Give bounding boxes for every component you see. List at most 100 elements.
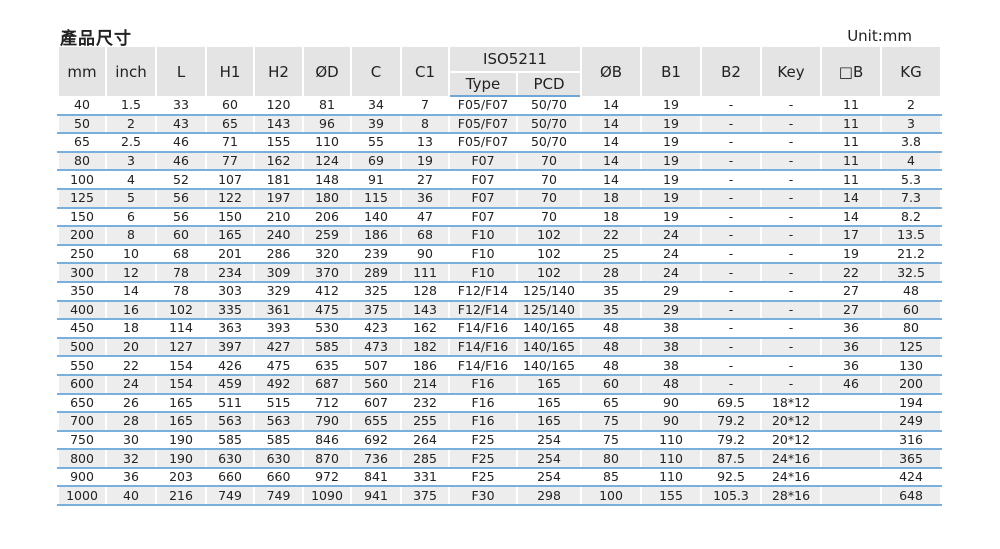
table-cell: 130 <box>880 356 942 376</box>
table-cell: 180 <box>302 188 352 209</box>
table-cell: F25 <box>448 449 518 469</box>
table-cell: 46 <box>820 374 882 395</box>
table-row: 200 8 60 165 240 259 186 68 F10 102 22 24- -17 13.5 <box>57 226 942 246</box>
table-cell: 331 <box>400 467 450 488</box>
table-cell: 5.3 <box>880 170 942 190</box>
table-cell: 500 <box>57 337 107 358</box>
table-cell: 69 <box>350 151 402 172</box>
table-cell: 11 <box>820 151 882 172</box>
table-cell: 56 <box>155 207 207 228</box>
table-cell: 194 <box>880 393 942 414</box>
table-cell: 800 <box>57 449 107 469</box>
header-square-b: □B <box>820 47 882 96</box>
table-cell: 162 <box>253 151 304 172</box>
table-cell: 38 <box>640 356 702 376</box>
table-cell: 70 <box>516 151 582 172</box>
table-cell: 22 <box>580 226 642 246</box>
table-cell: 2 <box>880 96 942 116</box>
table-cell: 11 <box>820 170 882 190</box>
table-cell: 90 <box>640 393 702 414</box>
table-cell: 143 <box>253 114 304 135</box>
table-cell: 7 <box>400 96 450 116</box>
table-cell: 140 <box>350 207 402 228</box>
table-cell: 75 <box>580 430 642 451</box>
table-cell: 6 <box>105 207 157 228</box>
table-cell: 14 <box>580 114 642 135</box>
table-cell: 254 <box>516 467 582 488</box>
table-cell: 10 <box>105 244 157 265</box>
table-cell: 48 <box>580 356 642 376</box>
table-row: 150 6 56 150 210 206 140 47 F07 70 18 19- -14 8.2 <box>57 207 942 228</box>
table-cell: 660 <box>205 467 255 488</box>
table-row: 900 36 203 660 660 972 841 331 F25 254 85 110 92.5 24… <box>57 467 942 488</box>
table-cell: 36 <box>105 467 157 488</box>
table-cell: 186 <box>350 226 402 246</box>
table-cell: 70 <box>516 207 582 228</box>
table-cell: 25 <box>580 244 642 265</box>
table-cell: 24 <box>105 374 157 395</box>
table-cell: 563 <box>205 412 255 432</box>
table-cell: 75 <box>580 412 642 432</box>
table-cell: 24 <box>640 263 702 283</box>
table-cell: 473 <box>350 337 402 358</box>
table-cell: 19 <box>820 244 882 265</box>
table-cell: 19 <box>640 114 702 135</box>
table-cell: 29 <box>640 281 702 302</box>
table-cell: 69.5 <box>700 393 762 414</box>
table-cell: 150 <box>205 207 255 228</box>
table-cell: - <box>760 170 822 190</box>
table-cell: 300 <box>57 263 107 283</box>
table-body: 40 1.5 33 60 120 81 34 7 F05/F07 50/70 14 19- -11 2 50… <box>57 96 942 507</box>
table-cell <box>820 430 882 451</box>
table-cell: F07 <box>448 170 518 190</box>
table-cell: 190 <box>155 430 207 451</box>
table-cell: 39 <box>350 114 402 135</box>
table-cell: 790 <box>302 412 352 432</box>
table-cell: 700 <box>57 412 107 432</box>
table-cell: 400 <box>57 300 107 321</box>
table-cell: 2.5 <box>105 133 157 153</box>
table-cell: 350 <box>57 281 107 302</box>
table-cell: 78 <box>155 263 207 283</box>
table-cell: - <box>700 151 762 172</box>
table-cell: 210 <box>253 207 304 228</box>
table-cell: 17 <box>820 226 882 246</box>
header-l: L <box>155 47 207 96</box>
table-cell: 43 <box>155 114 207 135</box>
table-row: 1000 40 216 749 749 1090 941 375 F30 298 100 155 105… <box>57 486 942 507</box>
table-cell: 71 <box>205 133 255 153</box>
table-cell: 972 <box>302 467 352 488</box>
table-cell: 102 <box>155 300 207 321</box>
table-cell: 14 <box>580 170 642 190</box>
table-cell: 56 <box>155 188 207 209</box>
table-cell: 36 <box>820 337 882 358</box>
table-cell: 80 <box>57 151 107 172</box>
table-cell: 264 <box>400 430 450 451</box>
table-cell: 750 <box>57 430 107 451</box>
table-row: 600 24 154 459 492 687 560 214 F16 165 60 48- -46 200 <box>57 374 942 395</box>
table-cell: 28*16 <box>760 486 822 507</box>
table-cell: 27 <box>820 300 882 321</box>
table-cell: 70 <box>516 170 582 190</box>
table-cell: 1090 <box>302 486 352 507</box>
table-cell: - <box>700 337 762 358</box>
table-cell: 24*16 <box>760 449 822 469</box>
table-cell: - <box>760 96 822 116</box>
table-cell: 128 <box>400 281 450 302</box>
table-cell: 48 <box>640 374 702 395</box>
table-cell: 19 <box>640 170 702 190</box>
table-cell: 29 <box>640 300 702 321</box>
table-cell: 7.3 <box>880 188 942 209</box>
table-cell: 35 <box>580 281 642 302</box>
table-cell: 13 <box>400 133 450 153</box>
table-cell: F16 <box>448 393 518 414</box>
table-cell: 154 <box>155 356 207 376</box>
table-cell: 92.5 <box>700 467 762 488</box>
table-cell: 19 <box>640 207 702 228</box>
table-cell: 186 <box>400 356 450 376</box>
table-row: 80 3 46 77 162 124 69 19 F07 70 14 19- -11 4 <box>57 151 942 172</box>
table-cell: 459 <box>205 374 255 395</box>
header-b1: B1 <box>640 47 702 96</box>
table-cell: 18 <box>105 319 157 339</box>
table-cell: 397 <box>205 337 255 358</box>
